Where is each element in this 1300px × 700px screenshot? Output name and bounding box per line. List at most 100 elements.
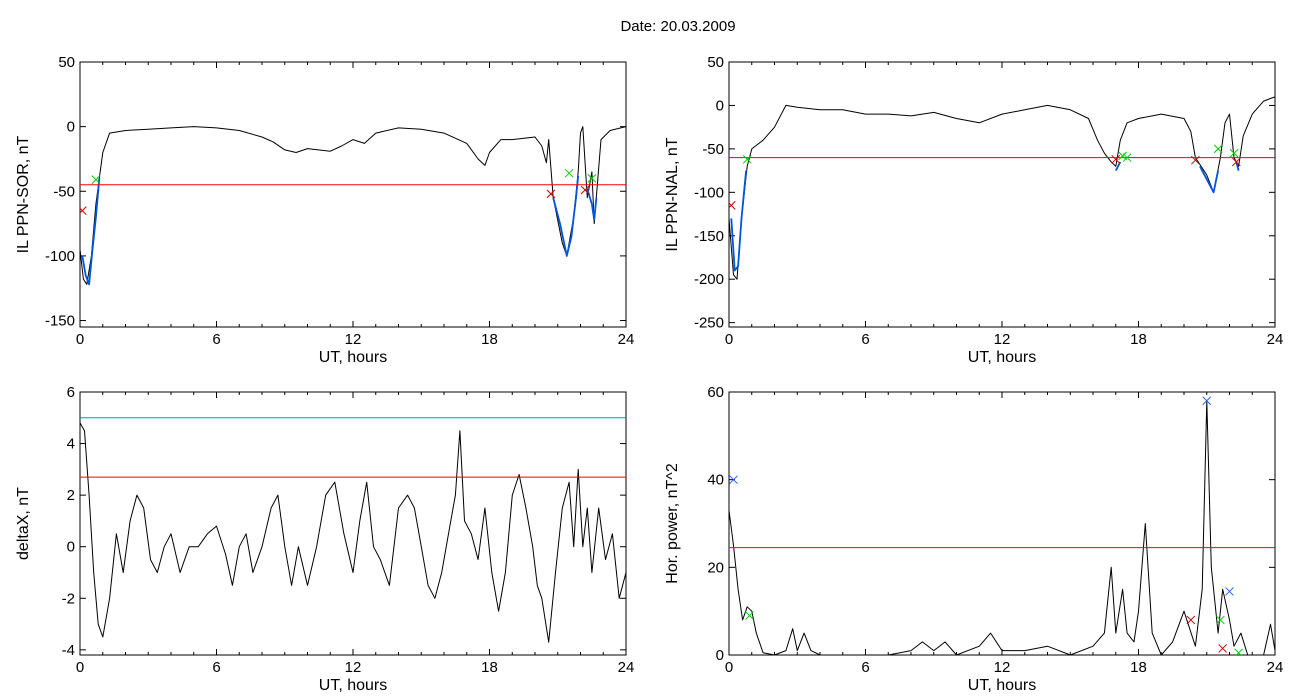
x-tick-label: 0 xyxy=(725,331,733,348)
x-tick-label: 18 xyxy=(481,331,498,348)
y-tick-label: 4 xyxy=(67,436,75,453)
event-marker-stroke xyxy=(1186,615,1196,625)
series-line xyxy=(729,400,1275,655)
event-marker-stroke xyxy=(745,611,754,620)
chart-panel-p4: 0 6 12 18 24 0 20 40 60 UT, hours Hor. power, nT^2 xyxy=(664,384,1283,694)
event-marker-stroke xyxy=(91,175,101,184)
event-marker xyxy=(1216,615,1225,625)
event-marker-stroke xyxy=(729,201,736,209)
plot-frame xyxy=(79,61,627,328)
y-tick-label: 50 xyxy=(58,54,75,71)
y-axis-label: deltaX, nT xyxy=(15,487,32,560)
event-marker xyxy=(1225,587,1234,596)
x-tick-label: 18 xyxy=(1130,331,1147,348)
event-marker xyxy=(1122,153,1132,162)
series-line xyxy=(81,178,101,286)
x-axis-label: UT, hours xyxy=(319,349,387,366)
y-tick-label: 2 xyxy=(67,487,75,504)
page-title: Date: 20.03.2009 xyxy=(620,18,736,35)
y-tick-label: 6 xyxy=(67,384,75,401)
event-marker xyxy=(546,189,556,199)
event-marker xyxy=(1213,144,1223,154)
event-marker-stroke xyxy=(1235,648,1243,655)
event-marker-stroke xyxy=(546,189,556,199)
series-line xyxy=(1199,165,1219,194)
y-tick-label: -50 xyxy=(53,183,75,200)
event-marker-stroke xyxy=(1213,144,1223,154)
x-tick-label: 0 xyxy=(76,659,84,676)
event-marker-stroke xyxy=(587,173,597,183)
event-marker-stroke xyxy=(564,168,574,178)
x-axis-label: UT, hours xyxy=(319,677,387,694)
plot-area xyxy=(80,126,626,286)
event-marker-stroke xyxy=(1218,644,1228,653)
plot-area xyxy=(729,96,1275,280)
x-tick-label: 24 xyxy=(618,331,635,348)
event-marker-stroke xyxy=(1229,148,1239,158)
x-tick-label: 18 xyxy=(481,659,498,676)
y-tick-label: 50 xyxy=(707,54,724,71)
series-line xyxy=(730,170,747,272)
event-marker-stroke xyxy=(729,475,738,485)
y-tick-label: -150 xyxy=(45,313,75,330)
y-tick-label: 0 xyxy=(67,539,75,556)
x-tick-label: 12 xyxy=(994,331,1011,348)
x-axis-label: UT, hours xyxy=(968,677,1036,694)
event-marker-stroke xyxy=(1118,151,1127,161)
event-marker-stroke xyxy=(1111,154,1121,164)
series-line xyxy=(729,96,1275,280)
event-marker xyxy=(587,173,597,183)
y-tick-label: -200 xyxy=(694,271,724,288)
event-marker-stroke xyxy=(1216,615,1225,625)
event-marker xyxy=(729,475,738,485)
event-marker xyxy=(1111,154,1121,164)
y-tick-label: 0 xyxy=(716,647,724,664)
event-marker-stroke xyxy=(1202,396,1212,406)
x-tick-label: 12 xyxy=(994,659,1011,676)
x-tick-label: 6 xyxy=(212,659,220,676)
plot-area xyxy=(729,396,1275,655)
event-marker xyxy=(580,185,590,195)
plot-area xyxy=(80,417,626,643)
series-line xyxy=(552,175,580,257)
y-axis-label: IL PPN-NAL, nT xyxy=(664,137,681,251)
event-marker-stroke xyxy=(80,206,87,214)
x-tick-label: 24 xyxy=(1267,659,1284,676)
y-tick-label: -4 xyxy=(62,642,75,659)
x-tick-label: 0 xyxy=(725,659,733,676)
event-marker xyxy=(1202,396,1212,406)
event-marker xyxy=(742,154,752,164)
y-tick-label: -2 xyxy=(62,590,75,607)
x-tick-label: 12 xyxy=(345,331,362,348)
x-tick-label: 24 xyxy=(618,659,635,676)
y-axis-label: Hor. power, nT^2 xyxy=(664,463,681,584)
chart-panel-p2: 0 6 12 18 24 -250 -200 -150 -100 -50 0 50 UT, hours I… xyxy=(664,54,1283,366)
y-tick-label: 20 xyxy=(707,559,724,576)
event-marker xyxy=(1118,151,1127,161)
plot-frame xyxy=(728,61,1276,328)
y-tick-label: 40 xyxy=(707,472,724,489)
plot-frame xyxy=(728,391,1276,656)
x-tick-label: 6 xyxy=(861,331,869,348)
y-tick-label: 0 xyxy=(67,119,75,136)
event-marker xyxy=(745,611,754,620)
event-marker xyxy=(1186,615,1196,625)
series-line xyxy=(1235,161,1240,171)
event-marker xyxy=(1218,644,1228,653)
y-axis-label: IL PPN-SOR, nT xyxy=(15,135,32,253)
event-marker xyxy=(1234,648,1243,655)
y-tick-label: 0 xyxy=(716,97,724,114)
y-tick-label: -250 xyxy=(694,315,724,332)
y-tick-label: -100 xyxy=(694,184,724,201)
x-tick-label: 0 xyxy=(76,331,84,348)
event-marker xyxy=(729,201,736,210)
event-marker-stroke xyxy=(1122,153,1132,162)
event-marker xyxy=(80,206,87,216)
event-marker-stroke xyxy=(1191,155,1200,165)
chart-panel-p1: 0 6 12 18 24 -150 -100 -50 0 50 UT, hours IL PPN-SO… xyxy=(15,54,634,366)
event-marker-stroke xyxy=(1231,157,1241,167)
event-marker-stroke xyxy=(742,154,752,164)
series-line xyxy=(586,188,598,221)
